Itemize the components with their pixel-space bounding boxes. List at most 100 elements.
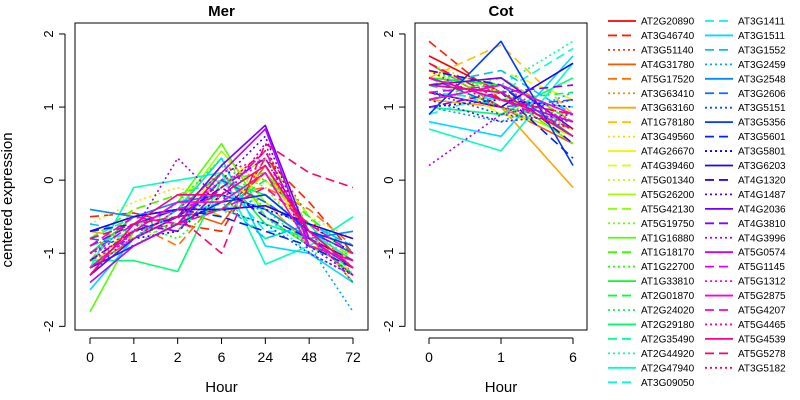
series-line-cot-AT5G28750 — [428, 84, 574, 116]
legend-label: AT4G39460 — [641, 161, 695, 172]
legend-label: AT5G4207 — [738, 306, 786, 317]
legend-label: AT3G09050 — [641, 378, 695, 389]
legend-label: AT3G46740 — [641, 31, 695, 42]
y-tick-label-mer: -1 — [41, 247, 56, 259]
legend-label: AT5G4539 — [738, 334, 786, 345]
y-axis-label: centered expression — [0, 132, 16, 267]
series-line-cot-AT2G47940 — [428, 62, 574, 152]
series-line-cot-AT3G24590 — [428, 91, 574, 123]
legend-label: AT3G5601 — [738, 132, 786, 143]
legend-label: AT3G5356 — [738, 118, 786, 129]
y-tick-label-mer: 2 — [41, 30, 56, 37]
legend-label: AT3G2459 — [738, 60, 786, 71]
legend-label: AT4G26670 — [641, 147, 695, 158]
legend-label: AT5G0574 — [738, 248, 786, 259]
legend-label: AT5G26200 — [641, 190, 695, 201]
y-tick-label-cot: -1 — [381, 247, 396, 259]
legend-label: AT5G1312 — [738, 277, 786, 288]
series-line-cot-AT3G15520 — [428, 69, 574, 116]
legend-label: AT2G20890 — [641, 17, 695, 28]
x-axis-label-cot: Hour — [485, 379, 518, 396]
legend-label: AT4G31780 — [641, 60, 695, 71]
legend-label: AT3G63160 — [641, 103, 695, 114]
y-tick-label-mer: 0 — [41, 177, 56, 184]
legend-label: AT5G01340 — [641, 175, 695, 186]
series-line-mer-AT5G52780 — [89, 142, 354, 255]
legend-label: AT2G35490 — [641, 334, 695, 345]
panel-title-mer: Mer — [208, 3, 235, 20]
legend-label: AT4G3810 — [738, 219, 786, 230]
panel-cot: Cot 0 1 6 Hour -2 -1 0 1 2 — [381, 3, 588, 396]
legend-label: AT5G2875 — [738, 291, 786, 302]
legend-label: AT2G29180 — [641, 320, 695, 331]
series-line-cot-AT5G01340 — [428, 62, 574, 123]
x-tick-label-mer: 1 — [130, 349, 138, 365]
x-tick-label-mer: 6 — [218, 349, 226, 365]
series-line-cot-AT3G51820 — [428, 69, 574, 130]
legend-label: AT4G1320 — [738, 175, 786, 186]
legend-label: AT5G42130 — [641, 204, 695, 215]
series-group-cot — [428, 40, 574, 189]
legend: AT2G20890 AT3G46740 AT3G51140 AT4G31780 AT5G… — [608, 17, 786, 389]
x-tick-label-cot: 6 — [569, 349, 577, 365]
legend-label: AT3G1552 — [738, 45, 786, 56]
series-line-mer-AT5G44650 — [89, 157, 354, 276]
panel-title-cot: Cot — [489, 3, 514, 20]
series-group-mer — [89, 124, 354, 313]
x-tick-label-mer: 48 — [301, 349, 317, 365]
legend-label: AT2G44920 — [641, 349, 695, 360]
plot-frame-cot — [414, 22, 588, 331]
legend-label: AT3G63410 — [641, 89, 695, 100]
series-line-cot-AT3G15110 — [428, 55, 574, 138]
panel-mer: Mer 0 1 2 6 24 48 72 Hour -2 -1 0 1 2 — [41, 3, 369, 396]
legend-label: AT1G22700 — [641, 262, 695, 273]
legend-label: AT3G5151 — [738, 103, 786, 114]
series-line-mer-AT5G28750 — [89, 172, 354, 269]
legend-label: AT3G5182 — [738, 363, 786, 374]
y-tick-label-mer: 1 — [41, 103, 56, 110]
series-line-cot-AT4G14870 — [428, 98, 574, 123]
legend-label: AT3G6203 — [738, 161, 786, 172]
legend-label: AT3G2606 — [738, 89, 786, 100]
legend-label: AT5G19750 — [641, 219, 695, 230]
legend-label: AT3G1411 — [738, 17, 785, 28]
legend-label: AT2G01870 — [641, 291, 695, 302]
x-axis-label-mer: Hour — [205, 379, 238, 396]
legend-label: AT1G18170 — [641, 248, 695, 259]
legend-label: AT3G51140 — [641, 45, 694, 56]
legend-label: AT3G5801 — [738, 147, 786, 158]
series-line-cot-AT3G53560 — [428, 40, 574, 166]
y-tick-label-cot: 0 — [381, 177, 396, 184]
y-tick-label-cot: 1 — [381, 103, 396, 110]
legend-label: AT5G1145 — [738, 262, 785, 273]
x-tick-label-cot: 1 — [497, 349, 505, 365]
plot-frame-mer — [74, 22, 369, 331]
x-tick-label-mer: 2 — [174, 349, 182, 365]
legend-label: AT1G16880 — [641, 233, 695, 244]
legend-label: AT3G49560 — [641, 132, 695, 143]
legend-label: AT2G24020 — [641, 306, 695, 317]
legend-label: AT3G2548 — [738, 74, 786, 85]
legend-label: AT1G33810 — [641, 277, 695, 288]
x-tick-label-mer: 0 — [86, 349, 94, 365]
legend-label: AT4G1487 — [738, 190, 786, 201]
legend-label: AT4G2036 — [738, 204, 786, 215]
series-line-mer-AT3G51510 — [89, 208, 354, 276]
series-line-cot-AT5G52780 — [428, 62, 574, 116]
series-line-mer-AT5G42070 — [89, 186, 354, 254]
legend-label: AT3G1511 — [738, 31, 785, 42]
legend-label: AT4G3996 — [738, 233, 786, 244]
y-tick-label-mer: -2 — [41, 321, 56, 333]
series-line-cot-AT3G51510 — [428, 91, 574, 123]
series-line-cot-AT5G42070 — [428, 77, 574, 130]
legend-label: AT2G47940 — [641, 363, 695, 374]
legend-label: AT5G5278 — [738, 349, 786, 360]
x-tick-label-cot: 0 — [425, 349, 433, 365]
legend-label: AT1G78180 — [641, 118, 695, 129]
x-tick-label-mer: 24 — [258, 349, 274, 365]
y-tick-label-cot: -2 — [381, 321, 396, 333]
series-line-mer-AT3G46740 — [89, 157, 354, 254]
legend-label: AT5G17520 — [641, 74, 695, 85]
